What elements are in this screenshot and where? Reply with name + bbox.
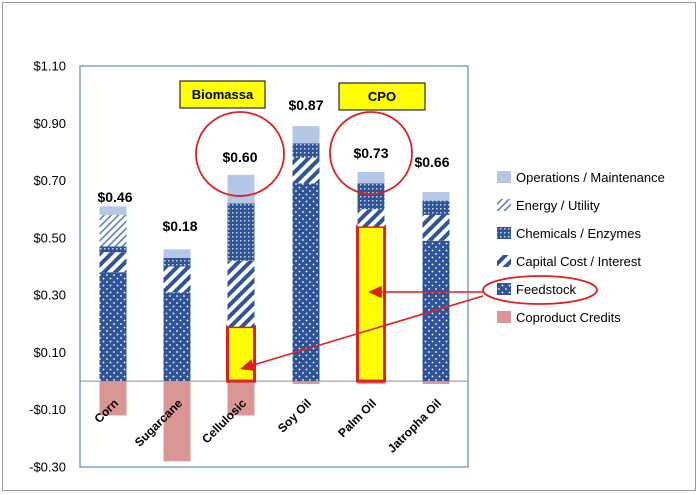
y-tick-label: $0.70 [33, 173, 66, 188]
bar-segment-coproduct-credits-corn [99, 381, 127, 416]
plot-area [79, 65, 469, 468]
bar-segment-operations-maintenance-jatropha-oil [422, 192, 450, 201]
bar-segment-operations-maintenance-palm-oil [357, 171, 385, 184]
bar-segment-chemicals-enzymes-jatropha-oil [422, 200, 450, 215]
bar-segment-capital-cost-interest-jatropha-oil [422, 214, 450, 241]
legend-label-coproduct-credits: Coproduct Credits [516, 310, 621, 325]
bar-segment-operations-maintenance-cellulosic [227, 174, 255, 204]
legend-swatch-capital-cost-interest [497, 255, 511, 267]
legend-label-energy-utility: Energy / Utility [516, 198, 600, 213]
bar-segment-feedstock-soy-oil [292, 183, 320, 382]
bars [99, 126, 450, 462]
legend: Operations / Maintenance Energy / Utility… [497, 170, 665, 325]
circle-palm-oil-total [329, 111, 413, 195]
bar-segment-capital-cost-interest-corn [99, 252, 127, 273]
legend-label-feedstock: Feedstock [516, 282, 576, 297]
total-label-soy-oil: $0.87 [288, 97, 323, 113]
total-label-sugarcane: $0.18 [162, 218, 197, 234]
bar-segment-capital-cost-interest-soy-oil [292, 157, 320, 184]
bar-segment-energy-utility-corn [99, 214, 127, 247]
bar-segment-feedstock-sugarcane [163, 292, 191, 382]
bar-segment-capital-cost-interest-cellulosic [227, 260, 255, 327]
total-label-cellulosic: $0.60 [222, 149, 257, 165]
total-labels: $0.46 $0.18 $0.60 $0.87 $0.73 $0.66 [97, 97, 449, 234]
chart-frame [2, 2, 696, 491]
bar-segment-chemicals-enzymes-cellulosic [227, 203, 255, 261]
y-tick-label: -$0.30 [29, 460, 66, 475]
bar-segment-capital-cost-interest-palm-oil [357, 209, 385, 227]
bar-segment-chemicals-enzymes-palm-oil [357, 183, 385, 210]
bar-segment-capital-cost-interest-sugarcane [163, 266, 191, 293]
y-axis-tick-labels: -$0.30 -$0.10 $0.10 $0.30 $0.50 $0.70 $0.90 $1.… [29, 59, 66, 475]
y-tick-label: $0.50 [33, 230, 66, 245]
bar-segment-feedstock-corn [99, 272, 127, 382]
bar-segment-operations-maintenance-corn [99, 206, 127, 215]
legend-swatch-coproduct-credits [497, 311, 511, 323]
bar-segment-operations-maintenance-soy-oil [292, 126, 320, 144]
y-tick-label: -$0.10 [29, 402, 66, 417]
cpo-label: CPO [368, 89, 396, 104]
legend-label-operations-maintenance: Operations / Maintenance [516, 170, 665, 185]
total-label-corn: $0.46 [97, 189, 132, 205]
y-tick-label: $0.30 [33, 288, 66, 303]
bar-segment-chemicals-enzymes-corn [99, 246, 127, 253]
bar-segment-chemicals-enzymes-soy-oil [292, 143, 320, 158]
legend-swatch-chemicals-enzymes [497, 227, 511, 239]
bar-segment-chemicals-enzymes-sugarcane [163, 257, 191, 267]
legend-swatch-operations-maintenance [497, 171, 511, 183]
bar-segment-feedstock-highlight-cellulosic [226, 325, 256, 383]
feedstock-arrows [240, 285, 484, 371]
biomassa-label: Biomassa [192, 87, 254, 102]
total-label-jatropha-oil: $0.66 [414, 154, 449, 170]
bar-segment-coproduct-credits-sugarcane [163, 381, 191, 462]
total-label-palm-oil: $0.73 [353, 145, 388, 161]
legend-swatch-energy-utility [497, 199, 511, 211]
circle-cellulosic-total [195, 111, 285, 197]
bar-segment-operations-maintenance-sugarcane [163, 249, 191, 258]
biomassa-box [179, 80, 266, 109]
circle-feedstock-legend [482, 275, 598, 305]
y-tick-label: $1.10 [33, 59, 66, 74]
y-tick-label: $0.90 [33, 116, 66, 131]
cpo-box [338, 82, 426, 111]
legend-swatch-feedstock [497, 283, 511, 295]
bar-segment-coproduct-credits-jatropha-oil [422, 381, 450, 384]
bar-segment-coproduct-credits-cellulosic [227, 381, 255, 416]
bar-segment-feedstock-highlight-palm-oil [356, 224, 386, 383]
bar-segment-coproduct-credits-soy-oil [292, 381, 320, 384]
legend-label-capital-cost-interest: Capital Cost / Interest [516, 254, 641, 269]
legend-label-chemicals-enzymes: Chemicals / Enzymes [516, 226, 641, 241]
y-tick-label: $0.10 [33, 345, 66, 360]
